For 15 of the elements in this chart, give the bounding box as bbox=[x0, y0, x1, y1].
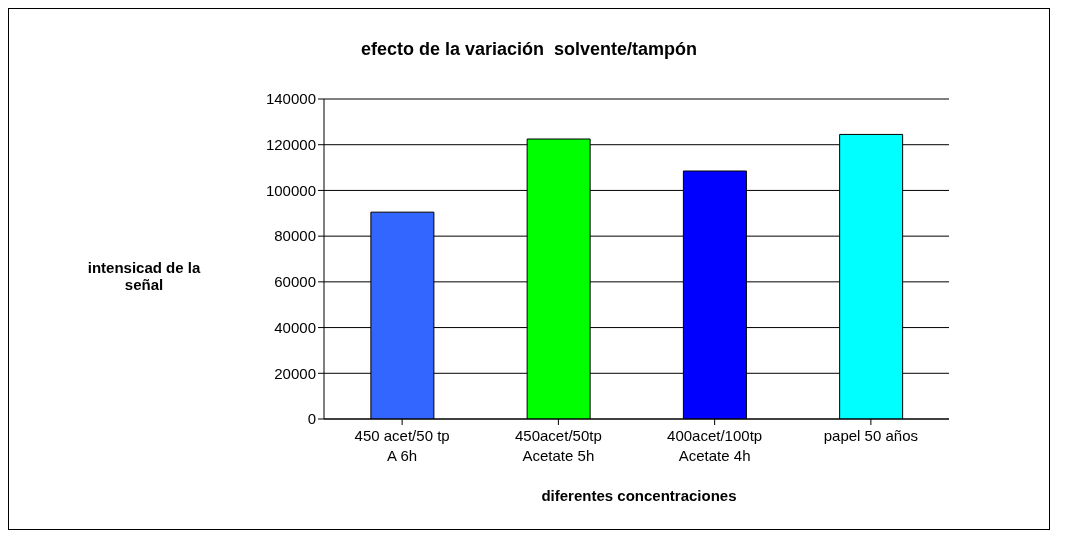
x-tick-label: 450acet/50tp Acetate 5h bbox=[515, 427, 602, 464]
y-tick-label: 40000 bbox=[274, 318, 316, 336]
y-tick-label: 60000 bbox=[274, 273, 316, 291]
y-tick-label: 120000 bbox=[265, 136, 316, 154]
chart-title: efecto de la variación solvente/tampón bbox=[359, 39, 699, 60]
x-axis-title: diferentes concentraciones bbox=[540, 487, 738, 504]
x-tick-label: 450 acet/50 tp A 6h bbox=[354, 427, 450, 464]
y-tick-label: 0 bbox=[307, 410, 316, 428]
x-tick-label: papel 50 años bbox=[823, 427, 918, 444]
y-tick-label: 80000 bbox=[274, 227, 316, 245]
x-tick-label: 400acet/100tp Acetate 4h bbox=[667, 427, 763, 464]
y-tick-label: 100000 bbox=[265, 181, 316, 199]
y-tick-label: 20000 bbox=[274, 364, 316, 382]
y-tick-label: 140000 bbox=[265, 90, 316, 108]
y-axis-title: intensicad de la señal bbox=[86, 259, 202, 293]
